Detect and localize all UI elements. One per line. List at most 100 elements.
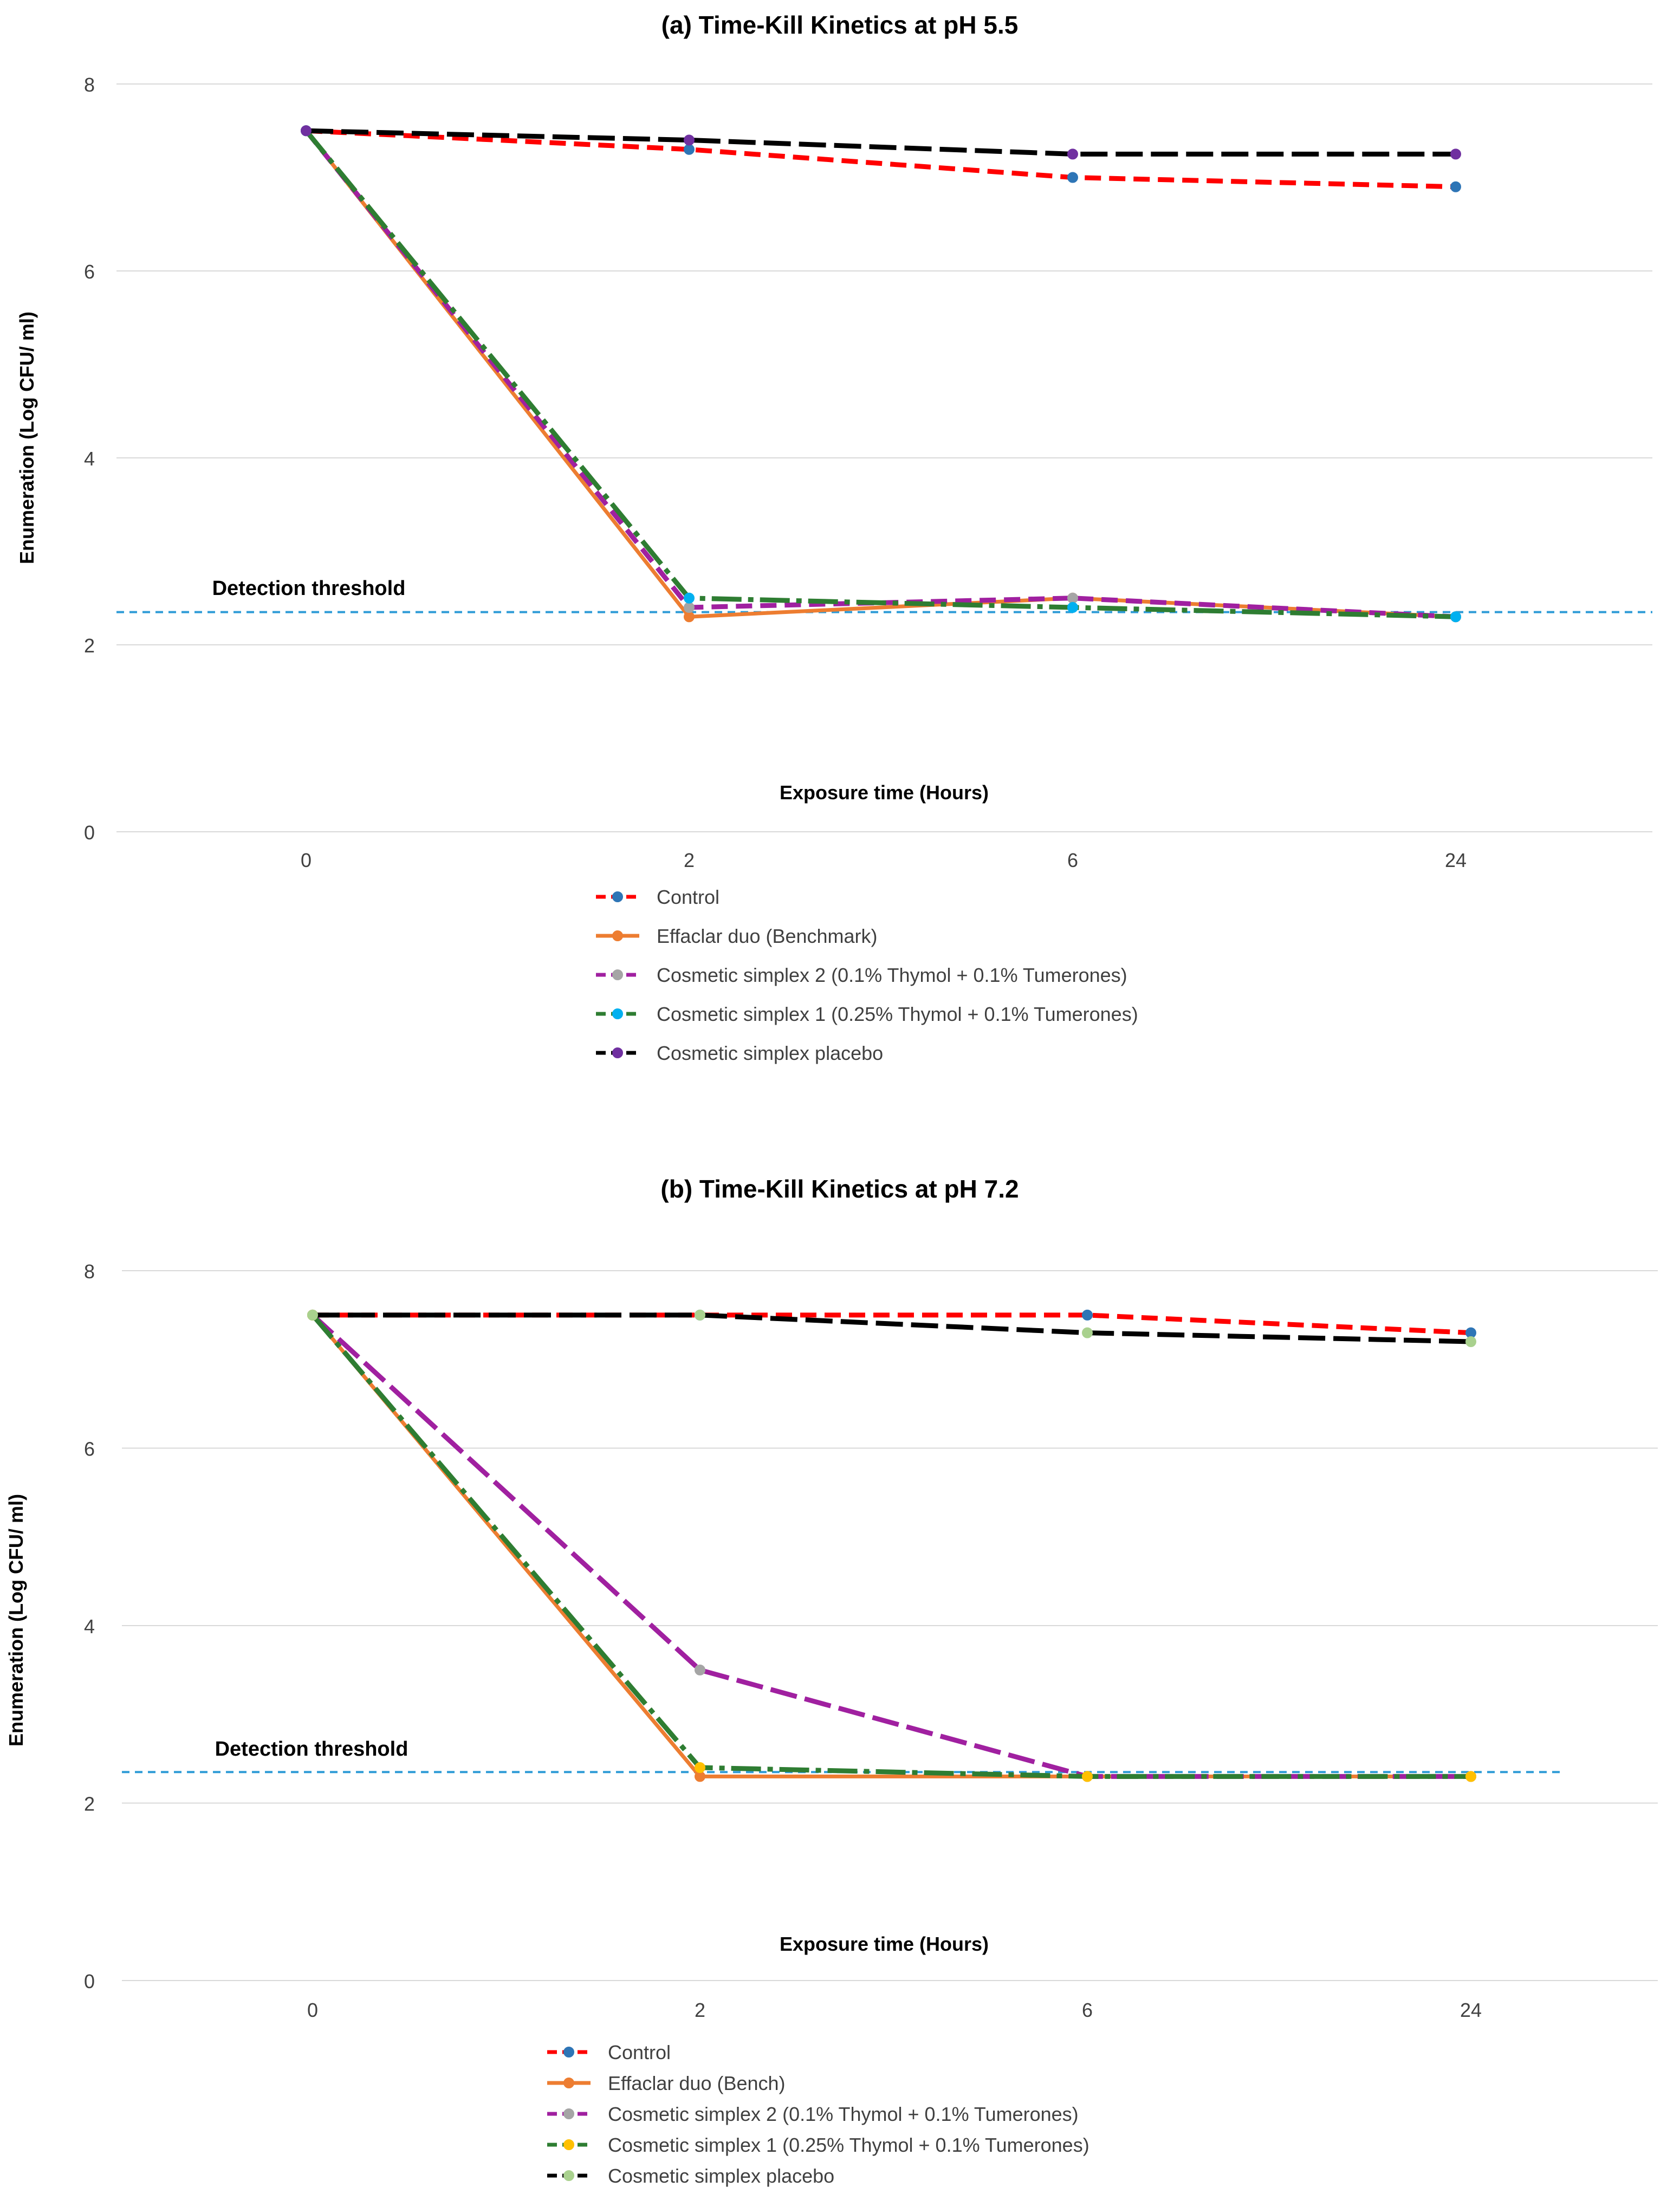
chart-title: (b) Time-Kill Kinetics at pH 7.2 (660, 1175, 1019, 1203)
data-point (1082, 1771, 1093, 1782)
legend-item: Cosmetic simplex 2 (0.1% Thymol + 0.1% T… (547, 2103, 1079, 2125)
data-point (1450, 611, 1461, 623)
data-point (1082, 1327, 1093, 1338)
series-2 (301, 125, 1461, 623)
detection-threshold-label: Detection threshold (215, 1738, 408, 1761)
data-point (301, 125, 312, 137)
series-line (310, 1313, 1471, 1779)
data-point (684, 134, 695, 146)
x-tick-label: 0 (307, 1999, 318, 2021)
series-2 (307, 1309, 1476, 1782)
data-point (684, 602, 695, 613)
legend-marker (563, 2047, 574, 2057)
x-tick-label: 2 (684, 849, 695, 871)
legend-label: Cosmetic simplex placebo (657, 1042, 883, 1064)
legend-label: Cosmetic simplex 1 (0.25% Thymol + 0.1% … (608, 2134, 1089, 2156)
x-axis-label: Exposure time (Hours) (780, 1933, 989, 1955)
series-3 (307, 1309, 1476, 1782)
series-line (306, 128, 1456, 190)
series-line (313, 1312, 1471, 1344)
data-point (1067, 592, 1078, 604)
legend-marker (612, 1008, 623, 1019)
legend: Control Effaclar duo (Benchmark) Cosmetic … (596, 886, 1138, 1064)
legend-label: Cosmetic simplex 2 (0.1% Thymol + 0.1% T… (657, 964, 1127, 986)
x-tick-label: 0 (301, 849, 312, 871)
legend-marker (563, 2108, 574, 2119)
x-tick-label: 24 (1445, 849, 1467, 871)
data-point (684, 592, 695, 604)
y-tick-label: 2 (84, 1793, 95, 1815)
y-tick-label: 4 (84, 448, 95, 470)
data-point (695, 1771, 705, 1782)
legend-marker (563, 2078, 574, 2088)
series-line (311, 1313, 1471, 1778)
legend-label: Control (608, 2041, 671, 2063)
y-tick-label: 6 (84, 261, 95, 283)
legend-label: Cosmetic simplex 2 (0.1% Thymol + 0.1% T… (608, 2103, 1079, 2125)
y-axis-label: Enumeration (Log CFU/ ml) (5, 1494, 27, 1746)
detection-threshold-label: Detection threshold (212, 577, 406, 600)
y-tick-label: 2 (84, 635, 95, 657)
series-line (304, 129, 1456, 619)
data-point (684, 144, 695, 155)
data-point (695, 1309, 705, 1321)
legend-item: Control (596, 886, 719, 908)
data-point (695, 1762, 705, 1773)
legend-item: Cosmetic simplex 1 (0.25% Thymol + 0.1% … (547, 2134, 1089, 2156)
legend-label: Control (657, 886, 719, 908)
series-line (310, 1313, 1471, 1779)
legend-item: Effaclar duo (Bench) (547, 2072, 786, 2094)
x-axis-label: Exposure time (Hours) (780, 781, 989, 804)
series-line (304, 130, 1456, 619)
y-tick-label: 0 (84, 821, 95, 844)
data-point (1067, 148, 1078, 160)
series-5 (307, 1309, 1476, 1347)
data-point (695, 1664, 705, 1675)
series-4 (307, 1309, 1476, 1782)
legend-label: Cosmetic simplex placebo (608, 2165, 834, 2187)
legend-label: Cosmetic simplex 1 (0.25% Thymol + 0.1% … (657, 1003, 1138, 1025)
series-3 (301, 125, 1461, 623)
legend-item: Effaclar duo (Benchmark) (596, 925, 878, 947)
data-point (1465, 1771, 1476, 1782)
legend-item: Cosmetic simplex 2 (0.1% Thymol + 0.1% T… (596, 964, 1127, 986)
chart-a: (a) Time-Kill Kinetics at pH 5.502468Enu… (16, 11, 1652, 1064)
legend-item: Cosmetic simplex 1 (0.25% Thymol + 0.1% … (596, 1003, 1138, 1025)
y-tick-label: 4 (84, 1615, 95, 1638)
series-line (304, 129, 1456, 619)
x-tick-label: 6 (1082, 1999, 1093, 2021)
x-tick-label: 2 (695, 1999, 705, 2021)
legend-item: Cosmetic simplex placebo (547, 2165, 834, 2187)
series-line (313, 1312, 1471, 1336)
series-1 (301, 125, 1461, 192)
data-point (1465, 1336, 1476, 1347)
legend-label: Effaclar duo (Bench) (608, 2072, 786, 2094)
x-tick-label: 6 (1067, 849, 1078, 871)
legend-label: Effaclar duo (Benchmark) (657, 925, 878, 947)
data-point (1067, 602, 1078, 613)
data-point (1465, 1327, 1476, 1338)
legend-marker (612, 891, 623, 902)
series-5 (301, 125, 1461, 160)
data-point (1450, 148, 1461, 160)
y-tick-label: 0 (84, 1970, 95, 1992)
data-point (307, 1309, 318, 1321)
legend: Control Effaclar duo (Bench) Cosmetic simp… (547, 2041, 1089, 2187)
legend-item: Cosmetic simplex placebo (596, 1042, 883, 1064)
chart-title: (a) Time-Kill Kinetics at pH 5.5 (661, 11, 1019, 39)
chart-b: (b) Time-Kill Kinetics at pH 7.202468Enu… (5, 1175, 1658, 2187)
legend-marker (612, 1047, 623, 1058)
data-point (684, 611, 695, 623)
legend-marker (563, 2170, 574, 2181)
series-line (306, 128, 1456, 157)
series-4 (301, 125, 1461, 623)
y-tick-label: 6 (84, 1438, 95, 1460)
legend-marker (612, 969, 623, 980)
y-axis-label: Enumeration (Log CFU/ ml) (16, 312, 38, 564)
legend-item: Control (547, 2041, 671, 2063)
data-point (1067, 172, 1078, 183)
data-point (1082, 1309, 1093, 1321)
y-tick-label: 8 (84, 74, 95, 96)
x-tick-label: 24 (1460, 1999, 1482, 2021)
